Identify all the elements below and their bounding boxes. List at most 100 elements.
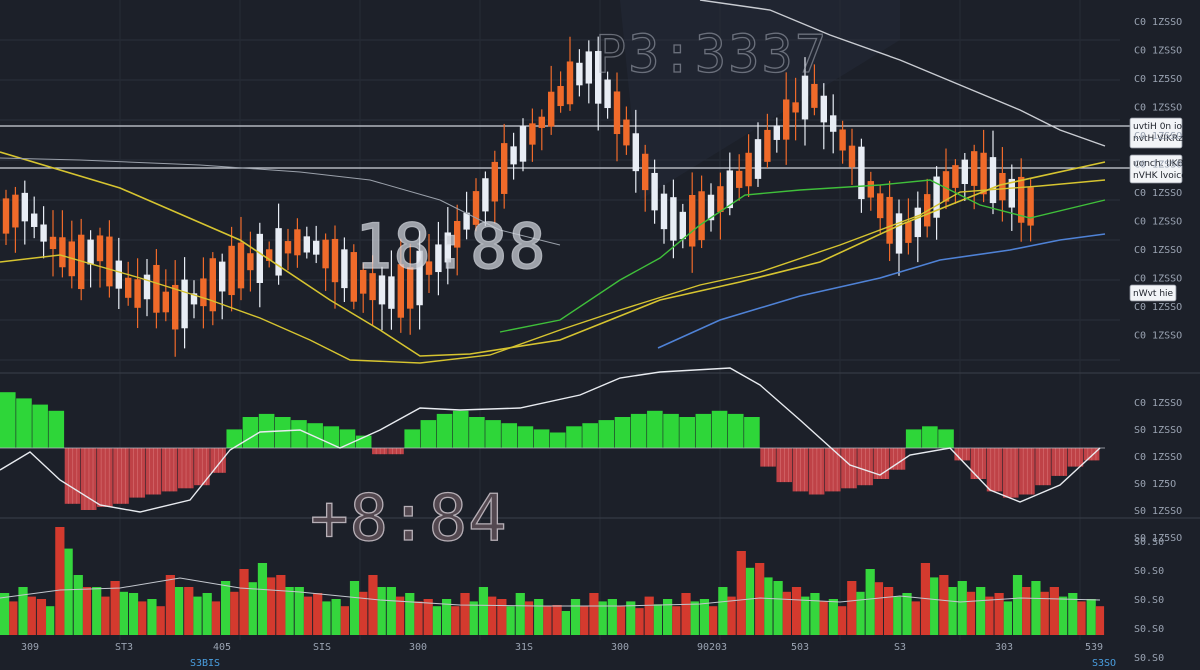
candle bbox=[369, 255, 376, 327]
candle bbox=[444, 207, 451, 285]
volume-bar bbox=[165, 575, 184, 635]
price-tick-label: C0 1ZSSO bbox=[1134, 302, 1182, 313]
time-tick-label: 31S bbox=[515, 642, 533, 653]
candle bbox=[914, 191, 921, 263]
candle bbox=[660, 184, 668, 244]
macd-bar bbox=[825, 448, 841, 492]
macd-bar bbox=[533, 429, 550, 448]
candle bbox=[275, 203, 282, 285]
candle bbox=[792, 77, 799, 141]
candle bbox=[754, 122, 762, 187]
price-pane: uvtiH 0n io nvtH VIKRz uonch. IIKB. nVHK lv… bbox=[0, 0, 1187, 364]
volume-bar bbox=[110, 581, 128, 635]
volume-bar bbox=[0, 593, 18, 635]
macd-bar bbox=[889, 448, 906, 470]
candle bbox=[378, 266, 386, 331]
candle bbox=[162, 269, 169, 322]
macd-bar bbox=[145, 448, 162, 495]
price-clock: 18:88 bbox=[355, 210, 547, 283]
volume-bar bbox=[92, 587, 110, 635]
macd-bar bbox=[275, 417, 291, 448]
candle bbox=[707, 183, 715, 232]
volume-bar bbox=[939, 575, 957, 635]
volume-bar bbox=[1012, 575, 1031, 635]
price-tick-label: C0 1ZSSO bbox=[1134, 274, 1182, 285]
candle bbox=[407, 243, 414, 335]
volume-bar bbox=[1031, 581, 1049, 635]
candle bbox=[294, 218, 301, 268]
candle bbox=[585, 40, 592, 104]
moving-average-green bbox=[499, 179, 1106, 333]
volume-bar bbox=[791, 587, 810, 635]
candle bbox=[698, 175, 705, 249]
candle bbox=[717, 172, 724, 240]
price-callout: nWvt hie bbox=[1129, 284, 1177, 302]
date-label-left: S3BIS bbox=[190, 658, 220, 669]
macd-bar bbox=[550, 432, 566, 448]
callout-line-1: nWvt hie bbox=[1133, 289, 1174, 299]
candle bbox=[322, 233, 329, 291]
candle bbox=[736, 154, 743, 201]
candle bbox=[632, 109, 639, 193]
callout-line-2: nVHK lvoice bbox=[1133, 171, 1187, 181]
volume-bar bbox=[73, 575, 92, 635]
price-tick-label: C0 1ZSSO bbox=[1134, 131, 1182, 142]
candle bbox=[96, 227, 104, 288]
candle bbox=[435, 221, 442, 296]
macd-bar bbox=[0, 392, 16, 448]
price-tick-label: C0 1ZSSO bbox=[1134, 217, 1182, 228]
volume-bar bbox=[368, 575, 386, 635]
macd-bar bbox=[226, 429, 243, 448]
date-label-right: S3SO bbox=[1092, 658, 1116, 669]
candle bbox=[237, 216, 245, 301]
callout-line-1: uvtiH 0n io bbox=[1133, 122, 1182, 132]
volume-bar bbox=[257, 563, 276, 635]
macd-bar bbox=[177, 448, 194, 489]
macd-bar bbox=[1067, 448, 1084, 467]
volume-average-line bbox=[0, 577, 1101, 607]
macd-bar bbox=[97, 448, 113, 507]
candle bbox=[1018, 158, 1025, 242]
candle bbox=[125, 261, 132, 306]
volume-bar bbox=[828, 599, 847, 635]
moving-average-blue bbox=[657, 233, 1106, 349]
volume-bar bbox=[313, 593, 331, 635]
macd-bar bbox=[857, 448, 873, 486]
candle bbox=[952, 159, 959, 204]
candle bbox=[21, 180, 28, 245]
candle bbox=[31, 196, 38, 239]
candle bbox=[397, 238, 404, 333]
candle bbox=[388, 250, 395, 330]
macd-bar bbox=[614, 417, 631, 448]
macd-bar bbox=[841, 448, 857, 489]
candle bbox=[59, 210, 66, 278]
candle bbox=[510, 132, 517, 180]
macd-bar bbox=[485, 420, 501, 448]
time-tick-label: SIS bbox=[313, 642, 331, 653]
candle bbox=[463, 191, 470, 240]
price-tick-label: C0 1ZSSO bbox=[1134, 188, 1182, 199]
overlays: P3:3337 18:88 +8:84 bbox=[309, 24, 826, 556]
candle bbox=[1008, 164, 1015, 231]
candle bbox=[839, 120, 846, 164]
volume-bar bbox=[331, 599, 349, 635]
callout-line-2: nvtH VIKRz bbox=[1133, 134, 1183, 144]
price-tick-label: C0 1ZSSO bbox=[1134, 245, 1182, 256]
candle bbox=[49, 210, 57, 277]
candle bbox=[313, 225, 320, 264]
candle bbox=[190, 280, 198, 319]
candle bbox=[153, 249, 160, 329]
macd-bar bbox=[161, 448, 178, 492]
volume-bar bbox=[626, 601, 644, 635]
volume-bar bbox=[349, 581, 368, 635]
candle bbox=[689, 172, 696, 273]
candle bbox=[266, 241, 273, 268]
candle bbox=[482, 171, 489, 226]
candle bbox=[745, 134, 752, 198]
macd-bar bbox=[129, 448, 145, 498]
macd-tick-label: S0 1Z5O bbox=[1134, 479, 1176, 490]
macd-bar bbox=[242, 417, 259, 448]
macd-bar bbox=[436, 413, 453, 448]
candle bbox=[219, 253, 226, 320]
